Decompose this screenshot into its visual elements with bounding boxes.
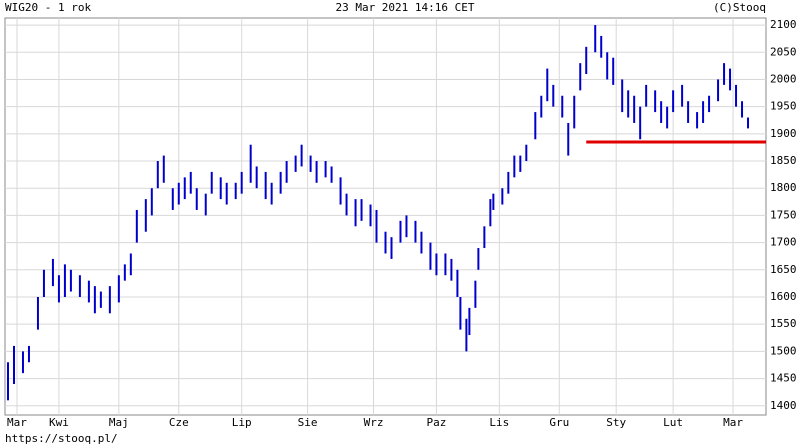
y-tick-label: 1800 (770, 181, 797, 194)
y-tick-label: 1500 (770, 344, 797, 357)
x-tick-label: Mar (7, 416, 27, 429)
y-tick-label: 1850 (770, 154, 797, 167)
x-tick-label: Cze (169, 416, 189, 429)
y-tick-label: 1900 (770, 127, 797, 140)
y-tick-label: 1600 (770, 290, 797, 303)
x-tick-label: Lip (232, 416, 252, 429)
x-tick-label: Kwi (49, 416, 69, 429)
chart-subtitle: 23 Mar 2021 14:16 CET (335, 1, 474, 14)
x-tick-label: Wrz (364, 416, 384, 429)
x-tick-label: Mar (723, 416, 743, 429)
y-tick-label: 1550 (770, 317, 797, 330)
footer[interactable]: https://stooq.pl/ (5, 432, 118, 445)
y-tick-label: 1450 (770, 372, 797, 385)
x-tick-label: Sty (606, 416, 626, 429)
x-tick-label: Paz (426, 416, 446, 429)
y-tick-label: 1650 (770, 263, 797, 276)
y-tick-label: 1700 (770, 236, 797, 249)
y-tick-label: 2000 (770, 72, 797, 85)
y-tick-label: 2050 (770, 45, 797, 58)
source: (C)Stooq (713, 1, 766, 14)
x-tick-label: Gru (549, 416, 569, 429)
x-tick-label: Lut (663, 416, 683, 429)
y-tick-label: 2100 (770, 18, 797, 31)
y-tick-label: 1750 (770, 208, 797, 221)
x-tick-label: Sie (298, 416, 318, 429)
chart-title: WIG20 - 1 rok (5, 1, 91, 14)
x-tick-label: Lis (489, 416, 509, 429)
y-tick-label: 1400 (770, 399, 797, 412)
x-tick-label: Maj (109, 416, 129, 429)
y-tick-label: 1950 (770, 100, 797, 113)
plot-area (4, 17, 767, 416)
